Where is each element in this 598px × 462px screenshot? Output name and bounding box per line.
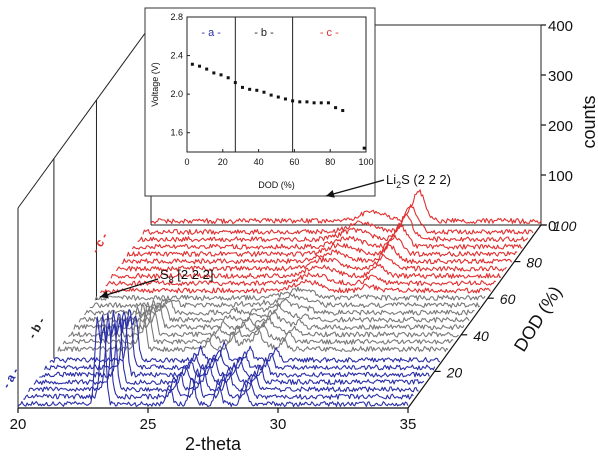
counts-tick-label: 0 bbox=[548, 218, 556, 235]
inset-x-tick-label: 0 bbox=[184, 157, 189, 167]
inset-point bbox=[262, 90, 266, 94]
pattern-series bbox=[17, 189, 542, 408]
pattern-line-dod-46 bbox=[78, 302, 470, 323]
inset-x-tick-label: 20 bbox=[218, 157, 228, 167]
region-label-a: - a - bbox=[0, 365, 22, 390]
inset-point bbox=[205, 67, 209, 71]
li2s-arrow-line bbox=[325, 179, 385, 197]
pattern-line-dod-82 bbox=[126, 234, 518, 257]
pattern-line-dod-8 bbox=[28, 312, 419, 393]
inset-point bbox=[269, 93, 273, 97]
li2s-arrow-head bbox=[326, 190, 335, 198]
inset-point bbox=[226, 76, 230, 80]
counts-tick-label: 200 bbox=[548, 118, 573, 135]
inset-x-tick-label: 60 bbox=[289, 157, 299, 167]
pattern-line-dod-78 bbox=[121, 243, 513, 265]
pattern-line-dod-66 bbox=[105, 272, 496, 287]
pattern-line-dod-4 bbox=[23, 314, 414, 400]
counts-tick-label: 300 bbox=[548, 68, 573, 85]
dod-tick-label: 60 bbox=[500, 291, 516, 307]
pattern-line-dod-12 bbox=[33, 310, 425, 386]
inset-x-title: DOD (%) bbox=[258, 180, 295, 190]
inset-point bbox=[233, 81, 237, 85]
inset-x-tick-label: 100 bbox=[358, 157, 373, 167]
inset-point bbox=[219, 73, 223, 77]
inset-point bbox=[305, 100, 309, 104]
counts-tick-label: 100 bbox=[548, 168, 573, 185]
inset-point bbox=[319, 101, 323, 105]
inset-region-label-a: - a - bbox=[201, 27, 221, 39]
inset-point bbox=[341, 109, 345, 113]
inset-point bbox=[312, 101, 316, 105]
inset-y-tick-label: 2.0 bbox=[170, 89, 183, 99]
inset-point bbox=[248, 87, 252, 91]
dod-tick-label: 20 bbox=[446, 364, 463, 380]
pattern-line-dod-70 bbox=[110, 263, 502, 279]
inset-point bbox=[198, 64, 202, 68]
inset-point bbox=[334, 106, 338, 110]
annotations: Li2S (2 2 2) S8 [2 2 2] bbox=[99, 172, 451, 299]
region-label-c: - c - bbox=[88, 230, 111, 255]
s8-arrow-head bbox=[100, 290, 109, 299]
inset-point bbox=[298, 100, 302, 104]
li2s-label: Li2S (2 2 2) bbox=[386, 172, 451, 190]
inset-point bbox=[362, 146, 366, 150]
dod-axis-title: DOD (%) bbox=[510, 283, 566, 356]
dod-tick-label: 40 bbox=[473, 328, 489, 344]
counts-tick-label: 400 bbox=[548, 18, 573, 35]
inset-y-tick-label: 1.6 bbox=[170, 128, 183, 138]
counts-axis-title: counts bbox=[579, 95, 598, 148]
pattern-line-dod-62 bbox=[100, 279, 491, 294]
pattern-line-dod-94 bbox=[142, 204, 534, 235]
inset-point bbox=[283, 97, 287, 101]
x-tick-label: 30 bbox=[270, 416, 287, 433]
pattern-line-dod-16 bbox=[39, 313, 430, 378]
inset-chart: 0 20 40 60 80 100 1.6 2.0 2.4 2.8 DOD (%) Voltage (… bbox=[144, 7, 376, 197]
pattern-line-dod-86 bbox=[131, 224, 523, 250]
pattern-line-dod-90 bbox=[137, 214, 529, 243]
pattern-line-dod-74 bbox=[115, 253, 507, 272]
box-edge-top-left bbox=[17, 24, 152, 209]
inset-x-tick-label: 40 bbox=[254, 157, 264, 167]
inset-point bbox=[276, 95, 280, 99]
inset-y-tick-label: 2.8 bbox=[170, 12, 183, 22]
pattern-line-dod-0 bbox=[17, 316, 409, 408]
inset-panel bbox=[144, 7, 376, 197]
inset-point bbox=[255, 88, 259, 92]
region-marks: - a - - b - - c - bbox=[0, 100, 111, 391]
inset-region-label-c: - c - bbox=[320, 27, 339, 39]
inset-y-title: Voltage (V) bbox=[150, 62, 160, 107]
inset-point bbox=[240, 85, 244, 89]
pattern-line-dod-30 bbox=[57, 305, 449, 353]
x-tick-label: 35 bbox=[400, 416, 417, 433]
dod-axis-line bbox=[407, 224, 542, 409]
inset-point bbox=[212, 71, 216, 75]
x-axis-title: 2-theta bbox=[185, 434, 242, 454]
inset-point bbox=[291, 99, 295, 103]
dod-tick-label: 100 bbox=[553, 218, 577, 234]
inset-point bbox=[326, 101, 330, 105]
x-tick-label: 20 bbox=[10, 416, 27, 433]
dod-tick-label: 80 bbox=[526, 255, 542, 271]
inset-point bbox=[190, 62, 194, 66]
pattern-line-dod-34 bbox=[62, 303, 454, 345]
region-label-b: - b - bbox=[25, 315, 48, 341]
x-tick-label: 25 bbox=[140, 416, 157, 433]
inset-plot-frame bbox=[186, 16, 367, 153]
inset-x-tick-label: 80 bbox=[325, 157, 335, 167]
s8-arrow-line bbox=[99, 278, 159, 298]
pattern-line-dod-100 bbox=[150, 189, 542, 225]
S8-label: S8 [2 2 2] bbox=[160, 267, 213, 285]
inset-region-label-b: - b - bbox=[254, 27, 274, 39]
inset-y-tick-label: 2.4 bbox=[170, 51, 183, 61]
